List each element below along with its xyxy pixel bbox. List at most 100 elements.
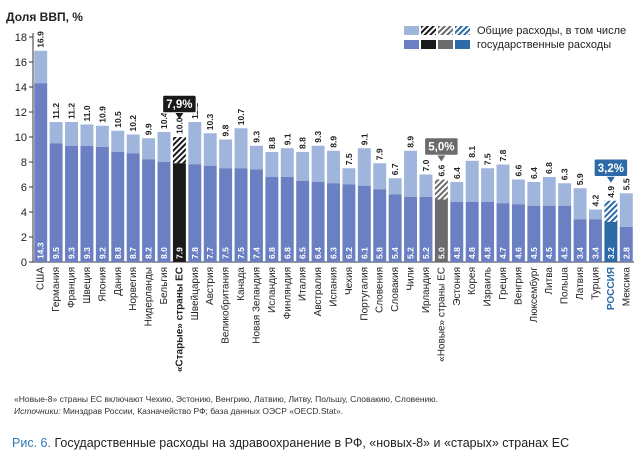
callout: 5,0% — [423, 136, 460, 162]
category-label: Эстония — [452, 267, 463, 306]
legend-swatch-new-eu-public — [438, 40, 453, 49]
bar-total — [311, 145, 325, 182]
bar-total — [203, 133, 217, 166]
category-label: Венгрия — [513, 267, 524, 305]
public-value-label: 9.3 — [67, 247, 77, 259]
public-value-label: 8.8 — [113, 247, 123, 259]
public-value-label: 6.1 — [359, 247, 369, 259]
total-value-label: 5.9 — [575, 173, 585, 185]
bar-public — [404, 197, 418, 262]
category-label: Франция — [67, 267, 78, 308]
y-tick-label: 0 — [21, 257, 27, 269]
total-value-label: 6.6 — [436, 164, 446, 176]
bar-total — [34, 50, 48, 84]
public-value-label: 4.8 — [467, 247, 477, 259]
bar-public — [203, 165, 217, 262]
legend-swatch-russia-total — [455, 26, 470, 35]
public-value-label: 5.2 — [406, 247, 416, 259]
public-value-label: 8.0 — [159, 247, 169, 259]
public-value-label: 7.8 — [190, 247, 200, 259]
category-label: Исландия — [267, 267, 278, 313]
bar-total — [496, 164, 510, 204]
bar-total — [265, 152, 279, 177]
bar-public — [311, 182, 325, 262]
legend-swatch-public — [404, 40, 419, 49]
sources-text: Минздрав России, Казначейство РФ; база д… — [62, 406, 344, 416]
bar-total — [450, 182, 464, 202]
sources-label: Источники: — [14, 406, 61, 416]
public-value-label: 9.2 — [97, 247, 107, 259]
y-tick-label: 16 — [15, 57, 27, 69]
bar-total — [327, 150, 340, 184]
public-value-label: 4.5 — [544, 247, 554, 259]
total-value-label: 6.7 — [390, 163, 400, 175]
total-value-label: 8.9 — [406, 136, 416, 148]
category-label: «Старые» страны ЕС — [174, 267, 185, 372]
bar-public — [172, 163, 186, 262]
total-value-label: 10.0 — [174, 117, 184, 134]
bar-public — [80, 145, 94, 262]
public-value-label: 5.2 — [421, 247, 431, 259]
category-label: «Новые» страны ЕС — [436, 267, 447, 362]
bar-public — [465, 202, 479, 262]
bar-public — [542, 205, 556, 262]
bar-public — [265, 177, 279, 262]
public-value-label: 8.7 — [128, 247, 138, 259]
bar-public — [157, 162, 171, 262]
legend-label-public: государственные расходы — [477, 39, 611, 51]
bar-total — [573, 188, 587, 220]
bar-public — [450, 202, 464, 262]
bar-total — [219, 139, 233, 169]
category-label: Германия — [51, 267, 62, 312]
bar-total — [465, 160, 479, 202]
total-value-label: 9.1 — [282, 133, 292, 145]
category-label: Австрия — [205, 267, 216, 305]
total-value-label: 8.8 — [298, 137, 308, 149]
callout-pointer — [175, 113, 184, 119]
bar-public — [589, 219, 602, 262]
bar-total — [80, 124, 94, 146]
public-value-label: 8.2 — [144, 247, 154, 259]
public-value-label: 6.5 — [298, 247, 308, 259]
public-value-label: 2.8 — [621, 247, 631, 259]
bar-total — [542, 177, 556, 206]
total-value-label: 9.9 — [144, 123, 154, 135]
category-label: Чили — [406, 267, 417, 291]
bar-public — [111, 152, 125, 262]
category-label: Япония — [97, 267, 108, 302]
bar-public — [234, 168, 248, 262]
legend-label-total: Общие расходы, в том числе — [477, 25, 626, 37]
legend-swatch-old-eu-total — [421, 26, 436, 35]
y-tick-label: 6 — [21, 182, 27, 194]
category-label: Италия — [298, 267, 309, 301]
total-value-label: 9.3 — [313, 131, 323, 143]
bar-public — [65, 145, 78, 262]
bar-public — [388, 194, 402, 262]
category-label: Турция — [590, 267, 601, 300]
total-value-label: 6.4 — [452, 167, 462, 179]
category-label: Ирландия — [421, 267, 432, 313]
total-value-label: 11.2 — [67, 103, 77, 119]
bar-chart: 0 2 4 6 8 10 12 14 16 18 16.9 14.3 США 11.2 9.5 Герман… — [15, 25, 634, 372]
total-value-label: 9.3 — [251, 131, 261, 143]
public-value-label: 4.5 — [529, 247, 539, 259]
total-value-label: 6.4 — [529, 167, 539, 179]
callout-label: 3,2% — [598, 163, 624, 175]
bar-public — [188, 164, 202, 262]
bar-public — [357, 185, 371, 262]
bar-public — [527, 205, 541, 262]
public-value-label: 5.0 — [436, 247, 446, 259]
public-value-label: 3.2 — [606, 247, 616, 259]
y-tick-label: 2 — [21, 232, 27, 244]
note-composition: «Новые-8» страны ЕС включают Чехию, Эсто… — [14, 394, 438, 404]
bar-total — [434, 179, 448, 200]
note-sources: Источники: Минздрав России, Казначейство… — [14, 405, 438, 417]
category-label: Корея — [467, 267, 478, 295]
bar-public — [280, 177, 294, 262]
y-tick-label: 4 — [21, 207, 27, 219]
bar-total — [111, 130, 125, 152]
total-value-label: 4.9 — [606, 186, 616, 198]
callout-label: 5,0% — [428, 142, 454, 154]
legend-swatch-russia-public — [455, 40, 470, 49]
bar-total — [558, 183, 572, 206]
